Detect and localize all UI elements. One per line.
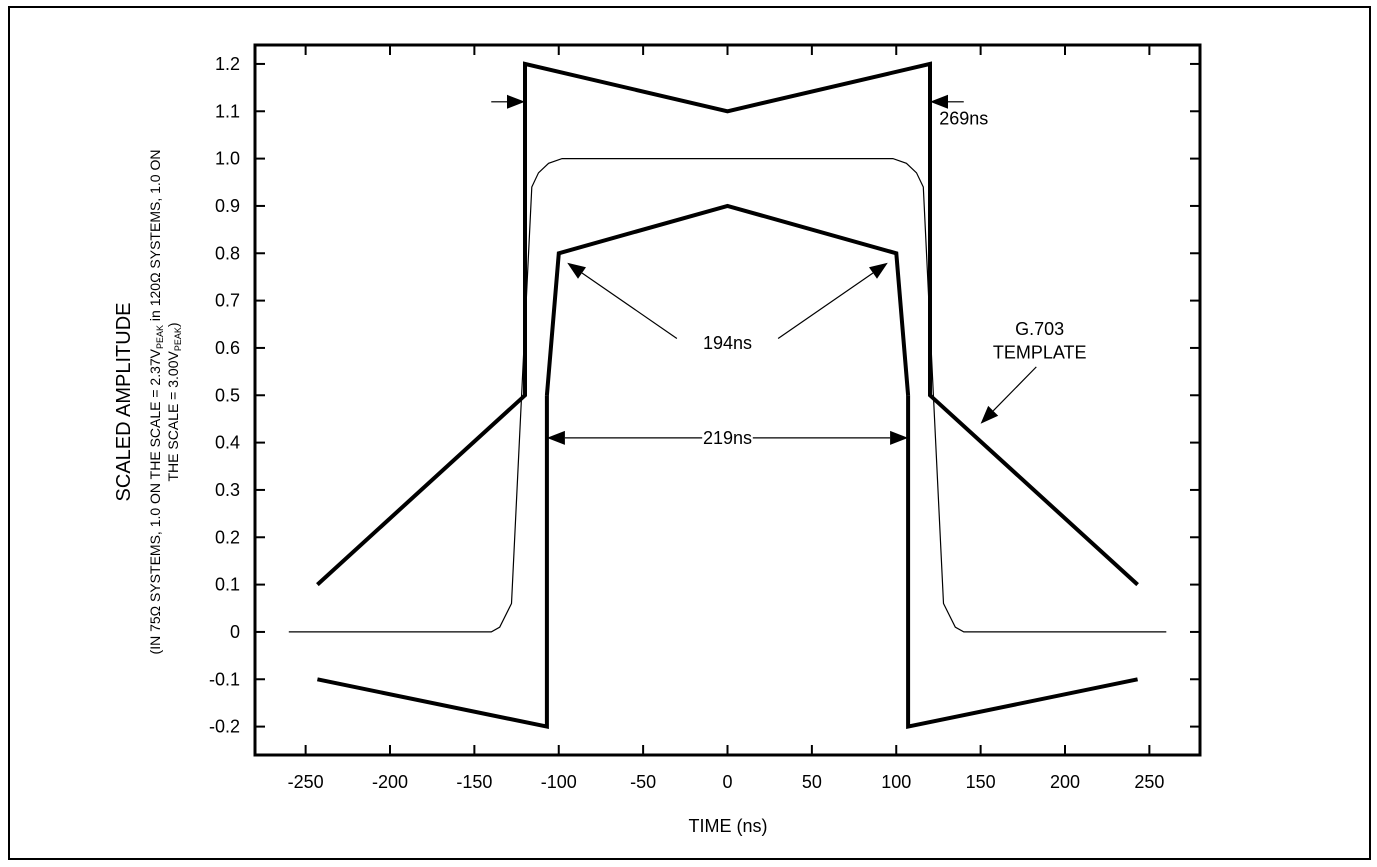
y-tick-label: 0.7 (215, 291, 240, 311)
template-limit-line (906, 395, 1139, 730)
y-axis-note-line-1-tail: in 120Ω SYSTEMS, 1.0 ON (147, 150, 163, 325)
y-axis-note-line-1-text: (IN 75Ω SYSTEMS, 1.0 ON THE SCALE = 2.37… (147, 348, 163, 654)
arrow-shaft (992, 366, 1037, 412)
y-tick-label: 0.1 (215, 575, 240, 595)
annotation-label: 269ns (939, 108, 988, 128)
x-tick-label: 200 (1050, 772, 1080, 792)
y-tick-label: 0.4 (215, 433, 240, 453)
annotation-label: 219ns (703, 428, 752, 448)
y-tick-label: 0.5 (215, 385, 240, 405)
y-tick-label: -0.2 (209, 717, 240, 737)
x-tick-label: 150 (966, 772, 996, 792)
y-axis-note-line-2: THE SCALE = 3.00VPEAK) (165, 322, 183, 481)
y-tick-label: 0.3 (215, 480, 240, 500)
arrow-head (869, 262, 888, 279)
x-tick-label: -150 (456, 772, 492, 792)
annotation-label: 194ns (703, 333, 752, 353)
arrow-head (507, 94, 525, 109)
plot-frame (253, 43, 1202, 757)
y-tick-label: 0.9 (215, 196, 240, 216)
template-limit-line (544, 203, 911, 396)
pulse-line (288, 158, 1167, 633)
arrow-head (890, 430, 909, 445)
x-tick-label: -250 (288, 772, 324, 792)
y-axis-note-line-2-tail: ) (165, 322, 181, 327)
x-tick-label: 0 (722, 772, 732, 792)
x-tick-label: 100 (881, 772, 911, 792)
arrow-layer (491, 94, 1037, 445)
y-axis-note-line-1: (IN 75Ω SYSTEMS, 1.0 ON THE SCALE = 2.37… (147, 150, 165, 655)
y-axis-note-line-2-text: THE SCALE = 3.00V (165, 351, 181, 482)
y-axis-note-sub-1: PEAK (155, 325, 165, 349)
annotation-label: G.703 (1015, 319, 1064, 339)
arrow-shaft (581, 272, 678, 339)
x-tick-label: -50 (630, 772, 656, 792)
y-tick-label: 0 (230, 622, 240, 642)
y-axis-label: SCALED AMPLITUDE (113, 303, 135, 502)
x-tick-label: 50 (802, 772, 822, 792)
x-tick-label: -100 (541, 772, 577, 792)
x-tick-label: 250 (1134, 772, 1164, 792)
x-axis-tick-labels: -250 -200 -150 -100 -50 0 50 100 150 200 250 (288, 772, 1165, 792)
template-limit-line (316, 61, 1139, 587)
outer-frame (8, 6, 1371, 860)
x-tick-label: -200 (372, 772, 408, 792)
annotation-layer: 269ns 194ns 219ns G.703 TEMPLATE (703, 108, 1087, 448)
y-axis-note-sub-2: PEAK (173, 327, 183, 351)
y-tick-label: 0.8 (215, 243, 240, 263)
arrow-head (930, 94, 948, 109)
annotation-label: TEMPLATE (993, 343, 1087, 363)
y-tick-label: 1.1 (215, 101, 240, 121)
arrow-head (546, 430, 565, 445)
y-tick-label: 1.2 (215, 54, 240, 74)
template-limit-line (316, 395, 549, 730)
arrow-shaft (777, 272, 874, 339)
y-tick-label: 1.0 (215, 149, 240, 169)
y-tick-label: -0.1 (209, 669, 240, 689)
series-layer (288, 61, 1167, 730)
x-axis-ticks (304, 45, 1151, 755)
arrow-head (567, 262, 586, 279)
y-tick-label: 0.2 (215, 527, 240, 547)
arrow-head (980, 405, 999, 424)
y-tick-label: 0.6 (215, 338, 240, 358)
y-axis-tick-labels: 1.2 1.1 1.0 0.9 0.8 0.7 0.6 0.5 0.4 0.3 0.2 0.1 0 -0.… (209, 54, 240, 737)
x-axis-label: TIME (ns) (689, 816, 768, 836)
y-axis-ticks (255, 62, 1200, 728)
